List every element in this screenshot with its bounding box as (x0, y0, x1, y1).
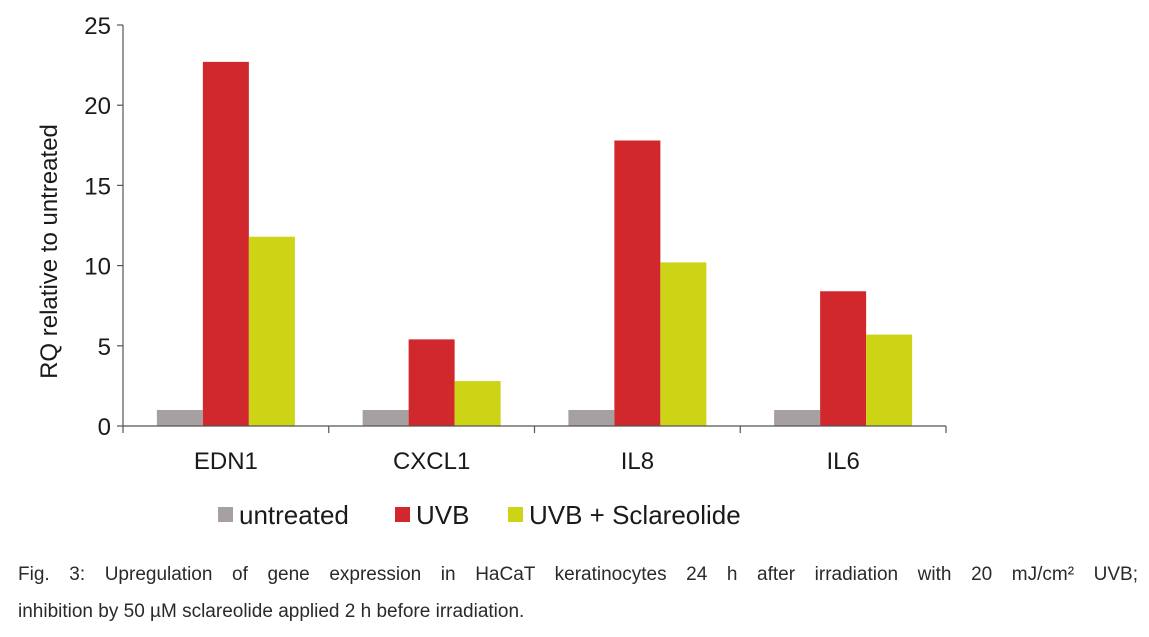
y-tick-label: 5 (98, 334, 111, 361)
x-category-label: EDN1 (194, 448, 258, 475)
y-axis-title: RQ relative to untreated (36, 124, 63, 379)
bar-il6-uvb-sclareolide (866, 334, 913, 426)
x-category-label: IL8 (621, 448, 654, 475)
y-tick-label: 10 (84, 254, 111, 281)
bar-cxcl1-uvb (408, 339, 455, 426)
bar-cxcl1-uvb-sclareolide (454, 381, 501, 426)
bar-cxcl1-untreated (362, 409, 409, 426)
bar-edn1-untreated (156, 409, 203, 426)
bar-il8-untreated (568, 409, 615, 426)
bar-il6-untreated (774, 409, 821, 426)
y-tick-label: 25 (84, 13, 111, 40)
x-category-label: IL6 (826, 448, 859, 475)
y-tick-label: 20 (84, 93, 111, 120)
x-category-label: CXCL1 (393, 448, 470, 475)
legend-label: UVB + Sclareolide (529, 500, 741, 530)
caption-line-2: inhibition by 50 µM sclareolide applied … (18, 601, 525, 622)
bar-edn1-uvb (202, 61, 249, 426)
y-tick-label: 15 (84, 173, 111, 200)
legend: untreated UVB UVB + Sclareolide (218, 500, 741, 530)
y-tick-label: 0 (98, 414, 111, 441)
y-axis-ticks: 0 5 10 15 20 25 (84, 13, 123, 441)
legend-swatch (218, 507, 233, 522)
bar-il6-uvb (820, 291, 867, 426)
legend-label: UVB (416, 500, 469, 530)
bars (156, 61, 913, 426)
bar-il8-uvb-sclareolide (660, 262, 707, 426)
bar-chart: 0 5 10 15 20 25 EDN1 CXCL1 IL8 IL6 RQ relative t… (36, 13, 947, 530)
legend-swatch (508, 507, 523, 522)
legend-label: untreated (239, 500, 349, 530)
bar-il8-uvb (614, 140, 661, 426)
legend-swatch (395, 507, 410, 522)
bar-edn1-uvb-sclareolide (248, 236, 295, 426)
figure-caption: Fig. 3: Upregulation of gene expression … (18, 556, 1138, 630)
caption-line-1: Fig. 3: Upregulation of gene expression … (18, 564, 1138, 585)
x-axis-ticks: EDN1 CXCL1 IL8 IL6 (122, 426, 947, 475)
